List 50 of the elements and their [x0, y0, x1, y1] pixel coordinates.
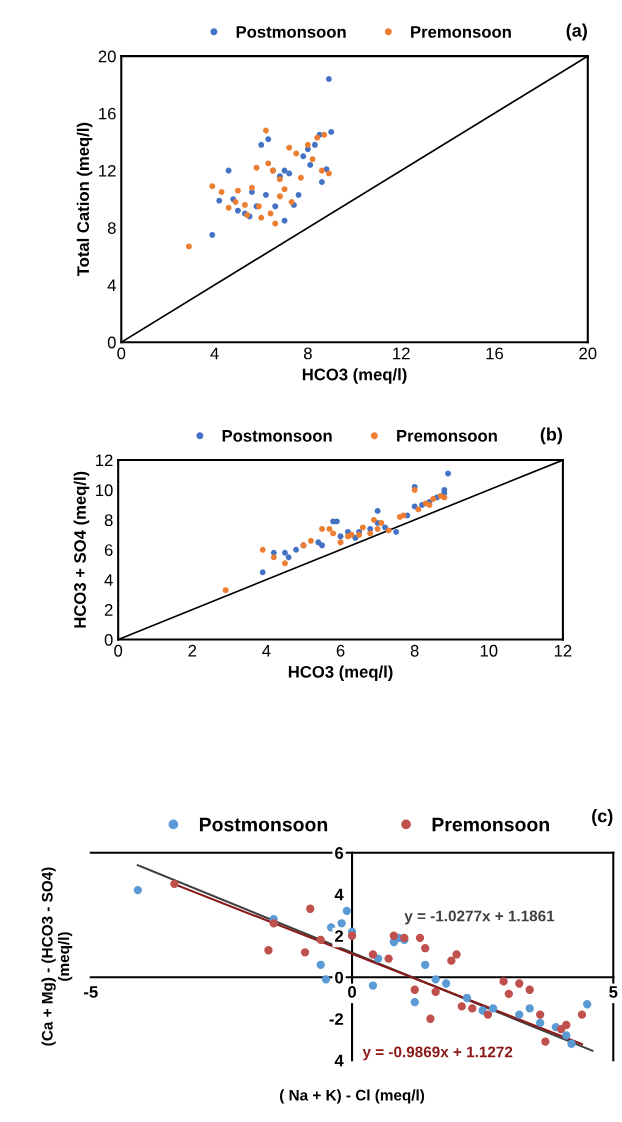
y-tick-label: 0 [107, 336, 116, 349]
x-tick-label: 4 [210, 347, 219, 360]
x-tick-label: 16 [486, 347, 504, 360]
y-axis-title: (Ca + Mg) - (HCO3 - SO4) (meq/l) [41, 867, 73, 1046]
x-tick-label: 5 [609, 986, 618, 998]
x-tick-label: 0 [348, 986, 356, 998]
y-tick-label: 6 [335, 847, 344, 859]
x-tick-label: 8 [303, 347, 312, 360]
x-axis-title: HCO3 (meq/l) [302, 368, 407, 384]
y-axis-title: Total Cation (meq/l) [76, 122, 93, 277]
annotation: y = -0.9869x + 1.1272 [362, 1046, 513, 1061]
x-tick-label: -5 [84, 986, 98, 998]
x-axis-title: HCO3 (meq/l) [288, 665, 393, 682]
y-tick-label: 8 [104, 514, 113, 527]
y-tick-label: 4 [107, 279, 116, 292]
y-tick-label: 20 [98, 50, 116, 63]
y-tick-label: 12 [99, 164, 116, 177]
y-tick-label: 8 [107, 222, 116, 234]
y-tick-label: 4 [334, 888, 344, 901]
y-tick-label: 4 [104, 574, 113, 586]
x-axis-title: ( Na + K) - Cl (meq/l) [280, 1089, 425, 1104]
x-tick-label: 2 [188, 644, 197, 657]
y-tick-label: 2 [335, 930, 344, 942]
x-tick-label: 12 [554, 644, 572, 657]
annotation: y = -1.0277x + 1.1861 [404, 910, 555, 925]
y-tick-label: 0 [104, 633, 113, 646]
y-tick-label: 6 [104, 544, 113, 556]
y-tick-label: 0 [335, 971, 344, 984]
legend-label: Premonsoon [397, 430, 497, 442]
x-tick-label: 12 [393, 347, 410, 360]
legend-label: Premonsoon [411, 26, 511, 38]
x-tick-label: 20 [579, 347, 597, 360]
x-tick-label: 0 [117, 347, 126, 360]
y-axis-title: HCO3 + SO4 (meq/l) [73, 471, 90, 628]
y-tick-label: 4 [334, 1054, 344, 1067]
y-tick-label: 2 [104, 604, 113, 616]
x-tick-label: 10 [480, 644, 498, 657]
y-tick-label: 10 [96, 484, 113, 497]
legend-label: Postmonsoon [199, 817, 328, 832]
chart-title: (a) [566, 23, 587, 41]
y-tick-label: 12 [96, 454, 113, 467]
legend-label: Postmonsoon [236, 26, 346, 38]
legend-label: Premonsoon [432, 817, 549, 832]
x-tick-label: 8 [410, 644, 419, 657]
chart-title: (c) [592, 809, 613, 826]
y-tick-label: 16 [99, 107, 116, 120]
x-tick-label: 4 [262, 645, 271, 657]
y-tick-label: -2 [329, 1013, 344, 1025]
chart-title: (b) [540, 427, 563, 445]
legend-label: Postmonsoon [222, 430, 332, 442]
